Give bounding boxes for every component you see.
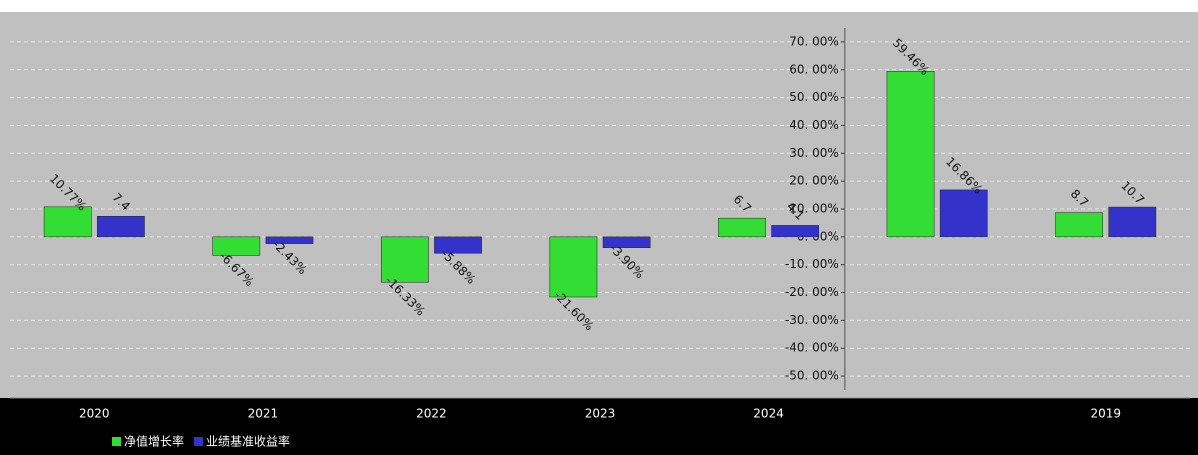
y-tick-label: 30. 00% (789, 146, 839, 160)
bar (212, 236, 261, 256)
y-tick-label: 40. 00% (789, 118, 839, 132)
bar (380, 236, 429, 283)
bar (43, 206, 92, 238)
bar (1108, 206, 1157, 238)
bar (602, 236, 651, 248)
x-tick-label: 2022 (416, 407, 447, 421)
y-tick-label: 10. 00% (789, 202, 839, 216)
bar (939, 189, 988, 238)
bar (1055, 212, 1103, 238)
y-tick-label: 70. 00% (789, 34, 839, 48)
bar (434, 236, 482, 254)
x-tick-label: 2021 (248, 407, 279, 421)
x-tick-label: 2019 (1090, 407, 1121, 421)
x-tick-label: 2020 (79, 407, 110, 421)
legend-label: 净值增长率 (124, 434, 184, 449)
y-tick-label: 20. 00% (789, 174, 839, 188)
y-tick-label: -40. 00% (785, 341, 839, 355)
top-strip (0, 0, 1198, 12)
bar (718, 217, 766, 238)
y-tick-label: 60. 00% (789, 62, 839, 76)
y-tick-label: -50. 00% (785, 369, 839, 383)
legend-swatch (194, 437, 204, 446)
legend-label: 业绩基准收益率 (206, 434, 290, 449)
y-tick-label: -30. 00% (785, 313, 839, 327)
bar (886, 71, 935, 238)
x-tick-label: 2023 (585, 407, 616, 421)
y-tick-label: -10. 00% (785, 257, 839, 271)
x-tick-label: 2024 (753, 407, 784, 421)
y-tick-label: 50. 00% (789, 90, 839, 104)
legend-swatch (112, 437, 121, 446)
bar (97, 215, 145, 238)
y-tick-label: -20. 00% (785, 285, 839, 299)
bar (265, 236, 314, 244)
bar (771, 225, 820, 238)
plot-area (0, 12, 1198, 398)
bar (549, 236, 598, 298)
